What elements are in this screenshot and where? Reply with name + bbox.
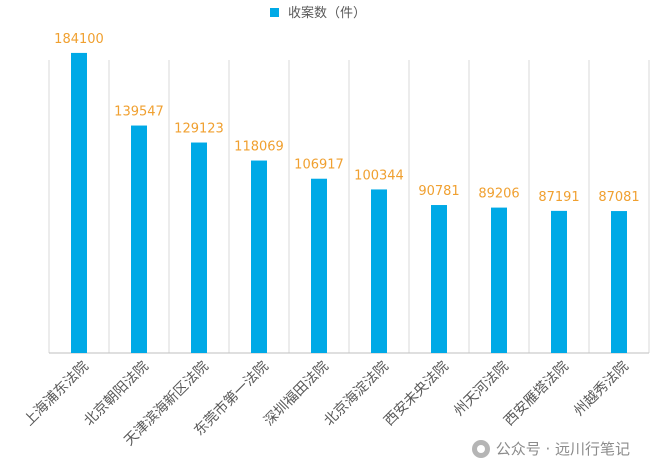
bar [491,207,507,353]
bar [551,210,567,353]
watermark-text: 公众号 · 远川行笔记 [495,440,630,458]
bar [311,178,327,353]
legend-swatch [270,8,279,17]
bar [251,160,267,353]
data-label: 139547 [114,105,164,120]
wechat-icon [471,439,490,458]
data-label: 118069 [234,140,284,155]
x-tick-label: 州越秀法院 [571,359,632,420]
data-label: 90781 [418,184,459,199]
watermark: 公众号 · 远川行笔记 [471,438,630,459]
category-labels: 上海浦东法院北京朝阳法院天津滨海新区法院东莞市第一法院深圳福田法院北京海淀法院西… [21,358,632,449]
bar [191,142,207,353]
bar [71,52,87,354]
data-label: 87191 [538,190,579,205]
bar [431,205,447,353]
data-label: 87081 [598,190,639,205]
legend-label: 收案数（件） [288,6,366,21]
bar [611,211,627,353]
data-label: 184100 [54,32,104,47]
x-tick-label: 西安未央法院 [381,359,452,430]
bar [371,189,387,353]
data-label: 100344 [354,168,404,183]
x-tick-label: 西安雁塔法院 [501,359,572,430]
bars [71,52,627,354]
data-label: 129123 [174,122,224,137]
grid [48,60,650,354]
x-tick-label: 州天河法院 [451,359,512,420]
data-label: 106917 [294,158,344,173]
data-label: 89206 [478,187,519,202]
bar [131,125,147,353]
value-labels: 184100 139547 129123 118069 106917 100344 9078… [54,32,640,205]
